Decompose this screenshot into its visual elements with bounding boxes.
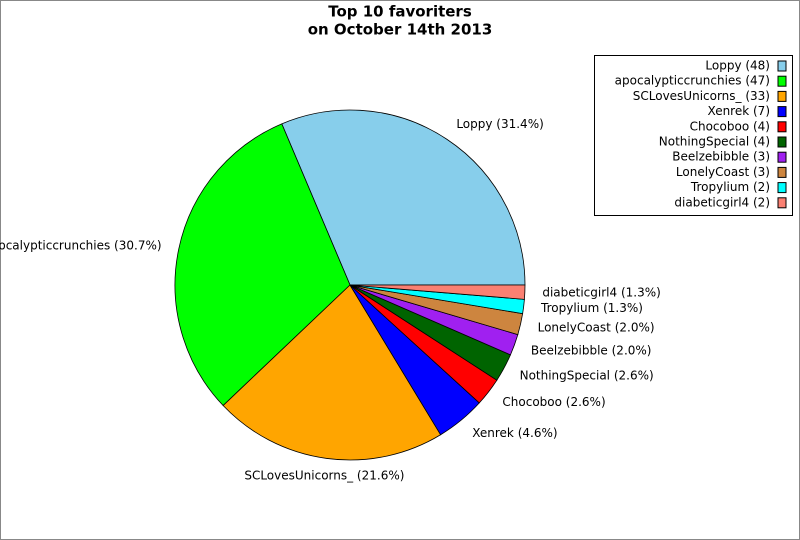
legend-label: Beelzebibble (3) [672, 150, 770, 164]
pie-slice [281, 109, 526, 286]
slice-label: diabeticgirl4 (1.3%) [542, 285, 660, 299]
legend-label: apocalypticcrunchies (47) [615, 74, 770, 88]
slice-label: Beelzebibble (2.0%) [531, 343, 652, 357]
legend-swatch [777, 106, 787, 118]
pie-slice [222, 284, 442, 461]
legend-label: Chocoboo (4) [690, 119, 770, 133]
legend-box [594, 55, 793, 216]
pie-slice [174, 123, 351, 407]
legend-swatch [777, 90, 787, 102]
legend-label: Loppy (48) [705, 59, 770, 73]
legend-label: diabeticgirl4 (2) [674, 195, 770, 209]
slice-label: Tropylium (1.3%) [540, 301, 643, 315]
legend-swatch [777, 182, 787, 194]
chart-title: on October 14th 2013 [308, 21, 493, 39]
legend-label: LonelyCoast (3) [676, 165, 770, 179]
slice-label: Xenrek (4.6%) [472, 426, 557, 440]
legend-swatch [777, 121, 787, 133]
slice-label: NothingSpecial (2.6%) [520, 369, 654, 383]
legend-swatch [777, 75, 787, 87]
chart-title: Top 10 favoriters [328, 3, 472, 21]
legend-swatch [777, 136, 787, 148]
legend-label: NothingSpecial (4) [659, 135, 770, 149]
legend-swatch [777, 151, 787, 163]
legend-swatch [777, 60, 787, 72]
slice-label: LonelyCoast (2.0%) [538, 321, 655, 335]
pie-slice [349, 284, 526, 300]
slice-label: apocalypticcrunchies (30.7%) [0, 238, 162, 252]
slice-label: SCLovesUnicorns_ (21.6%) [244, 468, 404, 482]
slice-label: Loppy (31.4%) [456, 117, 543, 131]
slice-label: Chocoboo (2.6%) [502, 395, 605, 409]
legend-swatch [777, 197, 787, 209]
legend-label: Xenrek (7) [708, 104, 770, 118]
legend-label: SCLovesUnicorns_ (33) [633, 89, 770, 103]
legend-swatch [777, 166, 787, 178]
legend-label: Tropylium (2) [690, 180, 770, 194]
